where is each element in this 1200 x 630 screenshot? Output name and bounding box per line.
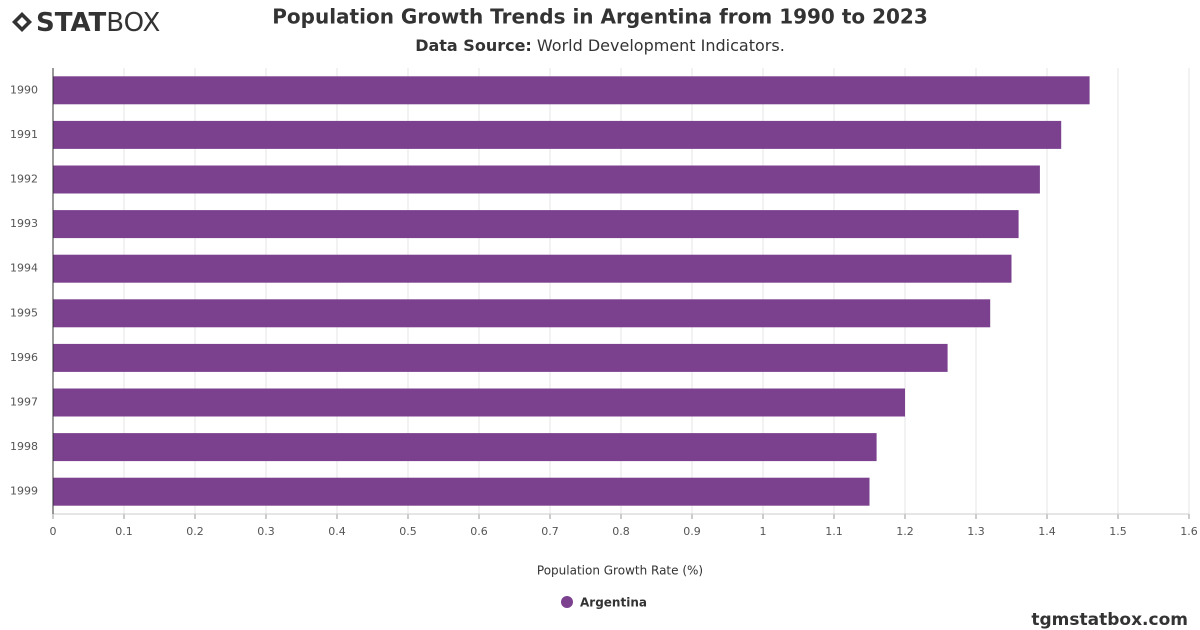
x-axis-label: Population Growth Rate (%) bbox=[537, 564, 703, 578]
x-tick-label: 0.9 bbox=[683, 525, 701, 538]
legend-label: Argentina bbox=[580, 596, 647, 610]
bar bbox=[53, 76, 1090, 105]
logo-icon bbox=[12, 12, 32, 32]
subtitle-text: World Development Indicators. bbox=[537, 36, 785, 55]
logo-text: STATBOX bbox=[36, 8, 160, 38]
x-tick-label: 1.1 bbox=[825, 525, 843, 538]
x-tick-label: 0.5 bbox=[399, 525, 417, 538]
logo-bold: STAT bbox=[36, 8, 107, 38]
x-tick-label: 1.5 bbox=[1109, 525, 1127, 538]
bar bbox=[53, 343, 948, 372]
footer: tgmstatbox.com bbox=[1031, 610, 1188, 630]
x-tick-label: 1.4 bbox=[1038, 525, 1056, 538]
x-tick-label: 0.6 bbox=[470, 525, 488, 538]
x-tick-label: 0.7 bbox=[541, 525, 559, 538]
bar bbox=[53, 299, 991, 328]
x-tick-label: 0.1 bbox=[115, 525, 133, 538]
x-tick-label: 0.3 bbox=[257, 525, 275, 538]
y-tick-label: 1994 bbox=[10, 262, 38, 275]
bar bbox=[53, 477, 870, 506]
subtitle-label: Data Source: bbox=[415, 36, 532, 55]
x-tick-label: 0 bbox=[50, 525, 57, 538]
bar bbox=[53, 165, 1040, 194]
logo-light: BOX bbox=[106, 8, 160, 38]
y-tick-label: 1997 bbox=[10, 396, 38, 409]
bar bbox=[53, 433, 877, 462]
y-tick-label: 1996 bbox=[10, 351, 38, 364]
bar bbox=[53, 120, 1062, 149]
legend-marker bbox=[561, 596, 573, 608]
y-tick-label: 1992 bbox=[10, 173, 38, 186]
x-tick-label: 0.8 bbox=[612, 525, 630, 538]
chart-subtitle: Data Source: World Development Indicator… bbox=[415, 36, 785, 55]
x-tick-label: 0.4 bbox=[328, 525, 346, 538]
x-tick-label: 1.2 bbox=[896, 525, 914, 538]
y-tick-label: 1999 bbox=[10, 485, 38, 498]
y-tick-label: 1998 bbox=[10, 440, 38, 453]
bar bbox=[53, 254, 1012, 283]
bar bbox=[53, 210, 1019, 239]
logo: STATBOX bbox=[12, 8, 160, 38]
y-tick-label: 1991 bbox=[10, 128, 38, 141]
x-tick-label: 1 bbox=[760, 525, 767, 538]
bar bbox=[53, 388, 905, 417]
y-tick-label: 1993 bbox=[10, 217, 38, 230]
x-tick-label: 1.6 bbox=[1180, 525, 1198, 538]
y-tick-label: 1995 bbox=[10, 306, 38, 319]
x-tick-label: 1.3 bbox=[967, 525, 985, 538]
y-tick-label: 1990 bbox=[10, 83, 38, 96]
x-tick-label: 0.2 bbox=[186, 525, 204, 538]
chart-title: Population Growth Trends in Argentina fr… bbox=[272, 5, 928, 29]
